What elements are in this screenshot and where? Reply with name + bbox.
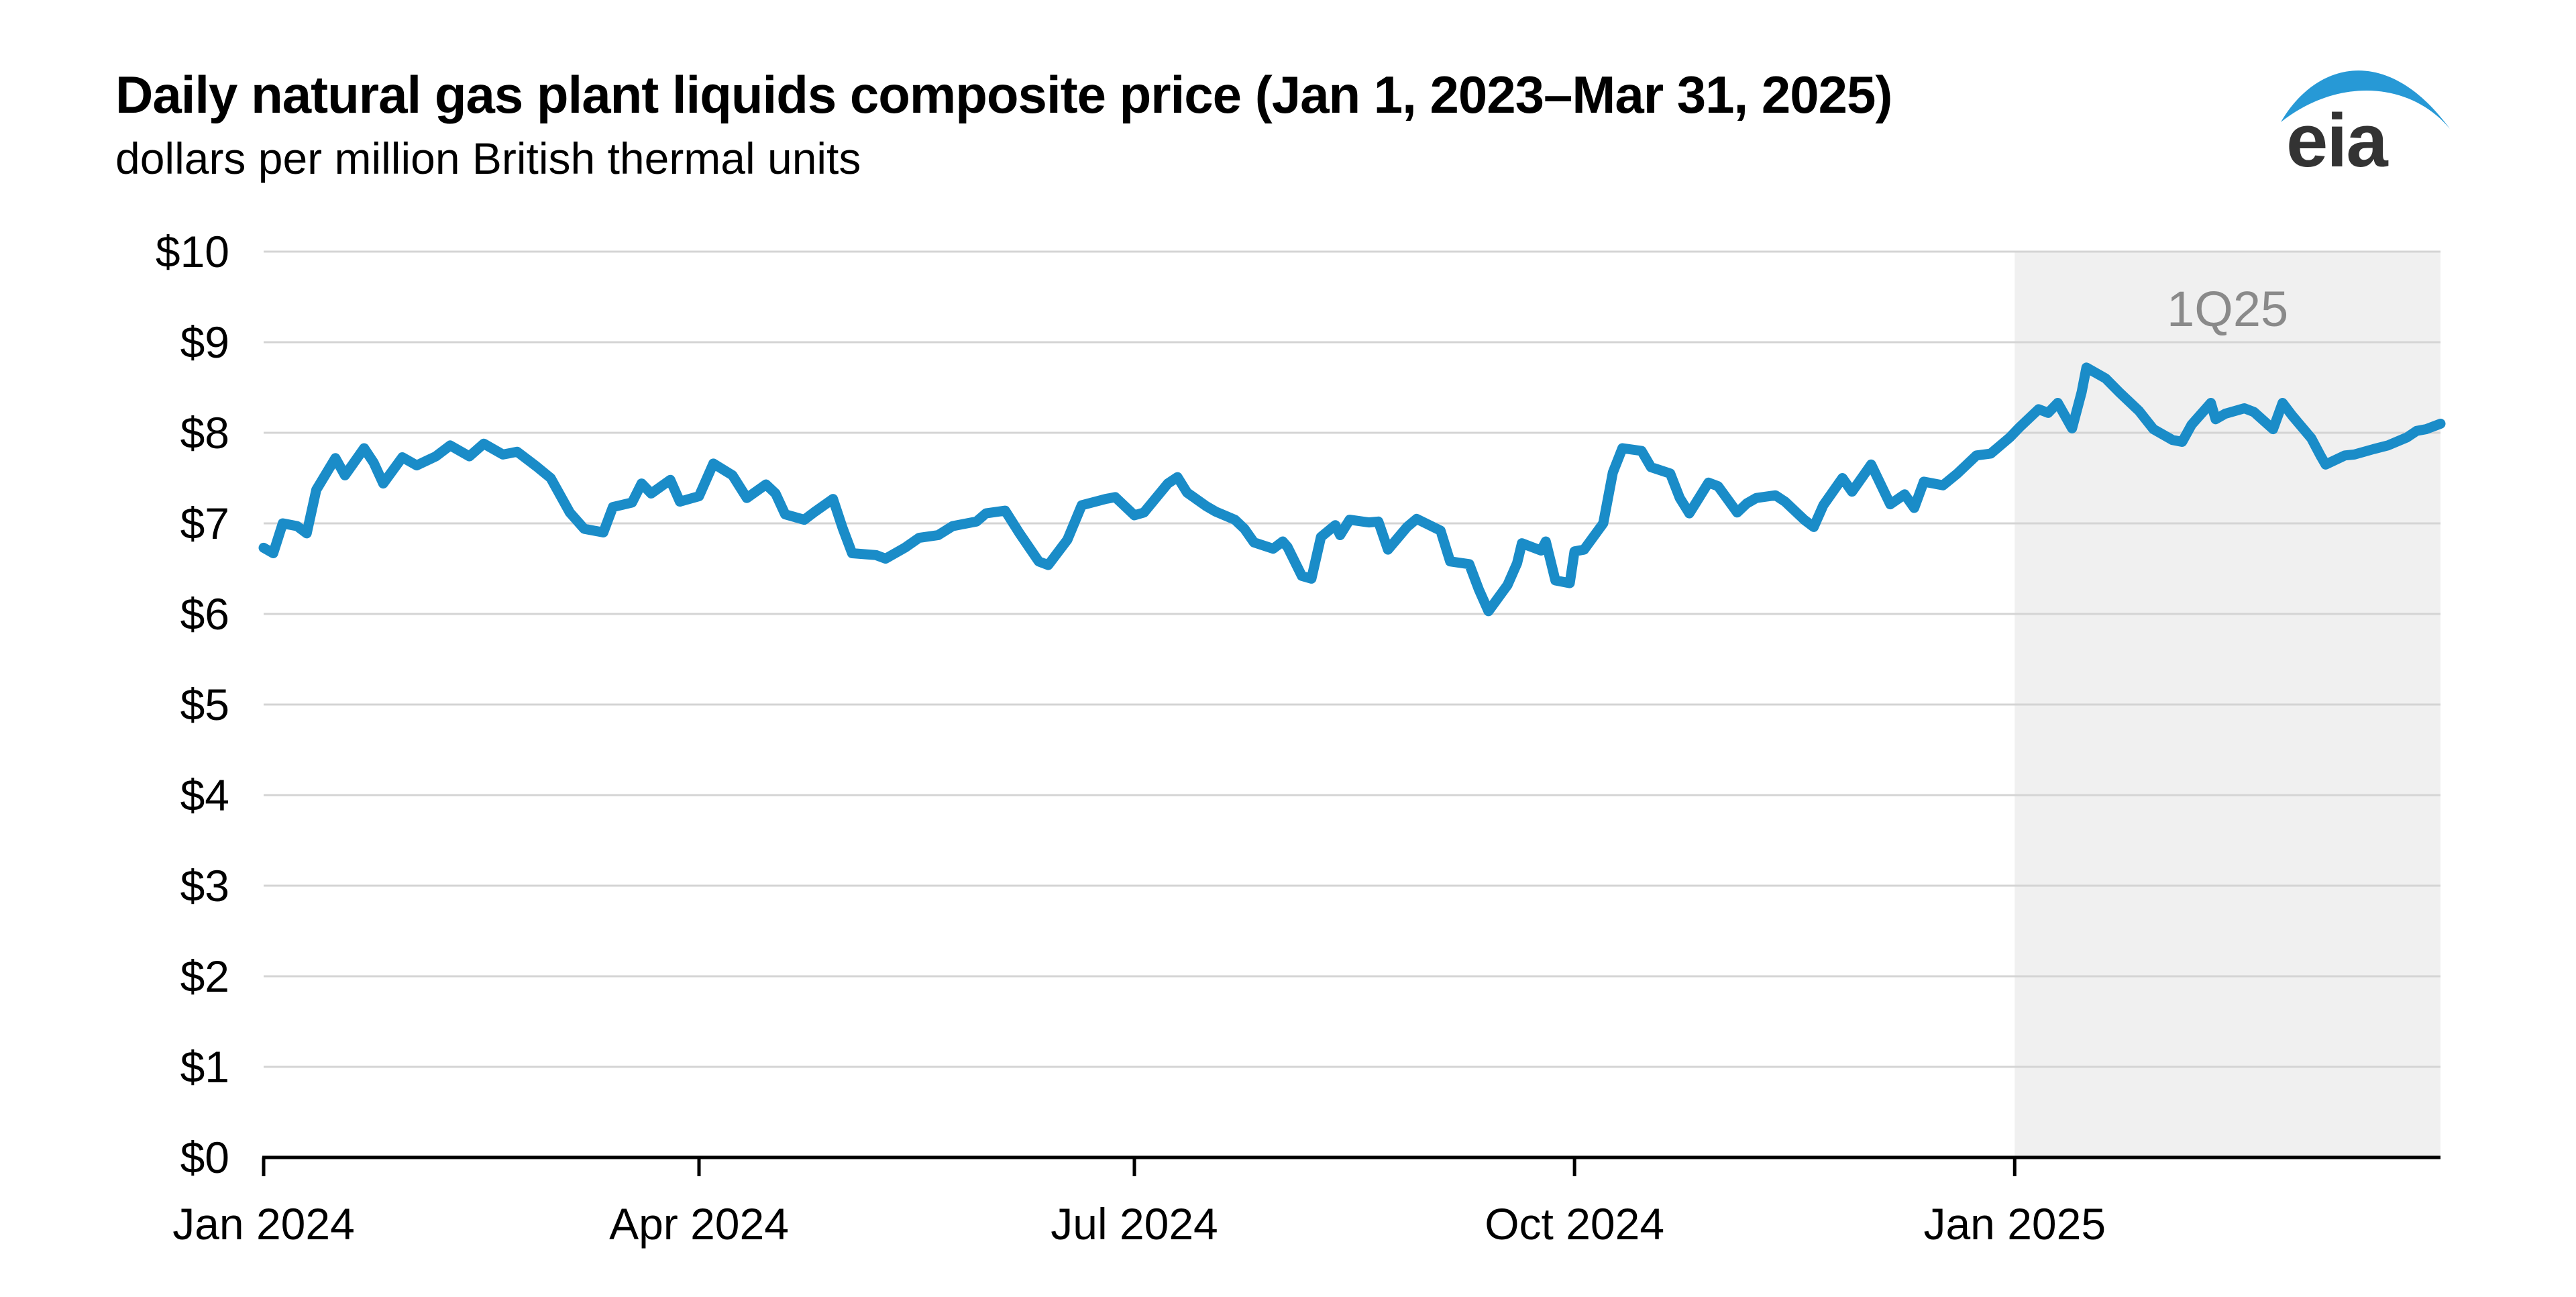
y-axis-label: $7 xyxy=(180,499,229,548)
eia-logo: eia xyxy=(2281,70,2450,178)
y-axis-label: $1 xyxy=(180,1042,229,1092)
x-axis-label: Jul 2024 xyxy=(1051,1199,1218,1249)
x-axis-label: Jan 2025 xyxy=(1923,1199,2106,1249)
y-axis-label: $0 xyxy=(180,1133,229,1182)
y-axis-label: $4 xyxy=(180,770,229,820)
x-axis-label: Oct 2024 xyxy=(1485,1199,1664,1249)
x-axis-label: Jan 2024 xyxy=(172,1199,355,1249)
chart-title: Daily natural gas plant liquids composit… xyxy=(115,65,1892,124)
y-axis-label: $10 xyxy=(156,227,229,276)
x-axis-label: Apr 2024 xyxy=(609,1199,789,1249)
y-axis-label: $3 xyxy=(180,861,229,911)
y-axis-label: $8 xyxy=(180,408,229,458)
y-axis-label: $9 xyxy=(180,317,229,367)
eia-logo-swoosh-icon xyxy=(2281,70,2450,129)
y-axis-label: $6 xyxy=(180,589,229,639)
price-series-line xyxy=(258,362,2446,617)
eia-logo-text: eia xyxy=(2286,99,2388,178)
y-axis-label: $5 xyxy=(180,680,229,729)
y-axis-label: $2 xyxy=(180,951,229,1001)
quarter-annotation-label: 1Q25 xyxy=(2167,281,2288,337)
chart-units-subtitle: dollars per million British thermal unit… xyxy=(115,134,861,183)
